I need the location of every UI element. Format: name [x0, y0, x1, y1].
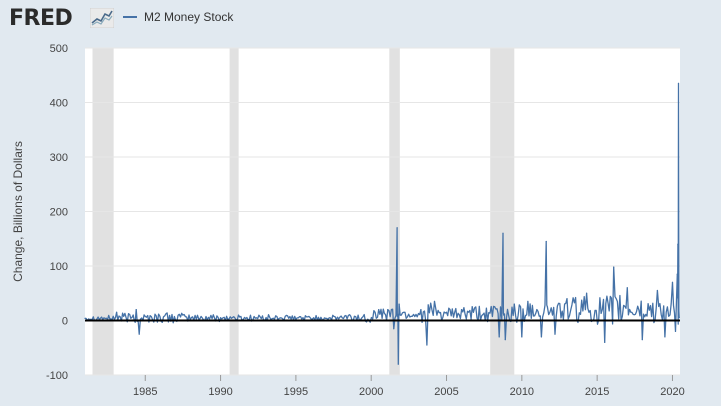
- data-point: [445, 311, 448, 313]
- y-axis-label: Change, Billions of Dollars: [11, 141, 25, 282]
- data-point: [503, 314, 505, 316]
- data-point: [536, 309, 538, 311]
- data-point: [84, 317, 86, 319]
- data-point: [677, 243, 679, 245]
- data-point: [387, 309, 389, 311]
- fred-logo[interactable]: FRED: [9, 6, 73, 31]
- data-point: [340, 315, 342, 317]
- data-point: [182, 314, 184, 316]
- data-point: [433, 300, 436, 303]
- x-tick-label: 1985: [133, 386, 157, 398]
- data-point: [546, 306, 549, 308]
- x-tick-label: 2000: [359, 386, 383, 398]
- chart-line-icon: [90, 8, 114, 28]
- data-point: [498, 336, 500, 338]
- data-point: [272, 317, 274, 319]
- data-point: [116, 311, 118, 313]
- y-tick-label: 300: [50, 152, 68, 164]
- data-point: [396, 227, 398, 229]
- grid-lines: [85, 47, 680, 376]
- data-point: [504, 338, 506, 341]
- data-point: [378, 309, 380, 311]
- data-point: [521, 336, 523, 338]
- x-tick-label: 2010: [510, 386, 534, 398]
- data-point: [393, 328, 395, 330]
- data-point: [397, 363, 399, 365]
- y-tick-label: 200: [50, 207, 68, 219]
- data-point: [554, 333, 556, 335]
- data-point: [494, 306, 496, 308]
- data-point: [586, 292, 588, 294]
- data-point: [502, 232, 504, 234]
- legend-swatch: [123, 16, 137, 18]
- data-point: [641, 338, 643, 341]
- data-point: [656, 289, 659, 292]
- data-point: [626, 287, 628, 289]
- series-line: [84, 82, 680, 365]
- x-tick-label: 2020: [660, 386, 684, 398]
- y-tick-label: 400: [50, 98, 68, 110]
- data-point: [677, 82, 680, 85]
- x-axis-ticks: 1985 1990 1995 2000 2005 2010 2015 2020: [133, 375, 685, 398]
- data-point: [135, 309, 137, 311]
- data-point: [671, 281, 674, 283]
- x-tick-label: 1990: [208, 386, 232, 398]
- x-tick-label: 2005: [434, 386, 458, 398]
- data-point: [396, 314, 399, 316]
- data-point: [400, 314, 402, 316]
- data-point: [664, 336, 666, 338]
- data-point: [613, 266, 615, 268]
- data-point: [132, 314, 134, 316]
- data-point: [513, 303, 515, 305]
- data-point: [426, 344, 428, 346]
- data-point: [604, 341, 606, 343]
- data-point: [460, 309, 463, 311]
- x-tick-label: 1995: [284, 386, 308, 398]
- data-point: [398, 303, 400, 305]
- y-tick-label: -100: [46, 370, 68, 382]
- data-point: [676, 273, 678, 275]
- y-tick-label: 100: [50, 261, 68, 273]
- legend: M2 Money Stock: [123, 10, 233, 24]
- legend-label[interactable]: M2 Money Stock: [144, 10, 234, 24]
- data-point: [527, 300, 529, 303]
- chart-header: FRED M2 Money Stock: [0, 0, 721, 40]
- y-tick-label: 0: [62, 316, 68, 328]
- data-point: [674, 330, 677, 332]
- data-point: [219, 317, 222, 319]
- data-point: [138, 333, 140, 335]
- y-axis-ticks: -100 0 100 200 300 400 500: [46, 43, 68, 382]
- data-point: [420, 309, 422, 311]
- y-tick-label: 500: [50, 43, 68, 55]
- data-point: [566, 298, 568, 300]
- data-point: [678, 317, 680, 319]
- data-point: [540, 336, 543, 338]
- data-point: [545, 240, 547, 243]
- x-tick-label: 2015: [585, 386, 609, 398]
- series-layer: [84, 82, 680, 365]
